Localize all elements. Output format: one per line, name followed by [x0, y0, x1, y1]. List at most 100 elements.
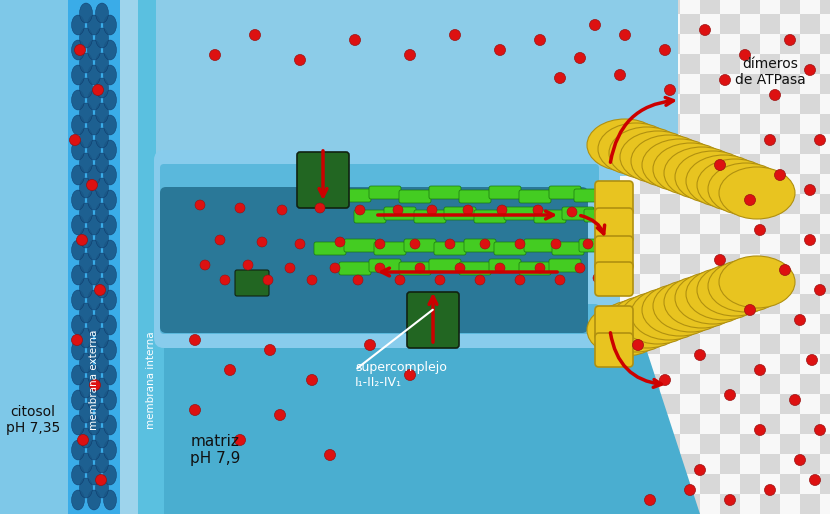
Bar: [300, 434, 320, 454]
Bar: [200, 314, 220, 334]
Bar: [120, 494, 140, 514]
FancyBboxPatch shape: [595, 262, 633, 296]
Bar: [760, 0, 780, 14]
Bar: [640, 494, 660, 514]
Bar: [700, 194, 720, 214]
Bar: [20, 54, 40, 74]
Bar: [60, 394, 80, 414]
Bar: [780, 214, 800, 234]
Bar: [60, 314, 80, 334]
Circle shape: [784, 34, 795, 46]
Bar: [240, 454, 260, 474]
Bar: [580, 294, 600, 314]
Bar: [480, 474, 500, 494]
Bar: [340, 374, 360, 394]
Bar: [700, 154, 720, 174]
Circle shape: [71, 335, 82, 345]
Bar: [440, 194, 460, 214]
Bar: [780, 314, 800, 334]
Bar: [580, 114, 600, 134]
Bar: [20, 214, 40, 234]
Bar: [180, 194, 200, 214]
Bar: [700, 254, 720, 274]
Bar: [480, 14, 500, 34]
Bar: [160, 254, 180, 274]
Bar: [180, 174, 200, 194]
Circle shape: [554, 72, 565, 83]
Bar: [800, 14, 820, 34]
Bar: [660, 274, 680, 294]
Bar: [40, 454, 60, 474]
Bar: [120, 154, 140, 174]
Bar: [680, 414, 700, 434]
Bar: [260, 194, 280, 214]
Bar: [700, 414, 720, 434]
Bar: [40, 14, 60, 34]
Bar: [660, 374, 680, 394]
Bar: [440, 274, 460, 294]
Bar: [420, 74, 440, 94]
Circle shape: [393, 205, 403, 215]
Bar: [280, 414, 300, 434]
Bar: [100, 414, 120, 434]
Bar: [520, 254, 540, 274]
Bar: [780, 274, 800, 294]
Bar: [820, 454, 830, 474]
Bar: [480, 274, 500, 294]
Bar: [20, 14, 40, 34]
Ellipse shape: [620, 292, 696, 344]
Bar: [100, 54, 120, 74]
Bar: [560, 154, 580, 174]
Bar: [240, 354, 260, 374]
Bar: [40, 374, 60, 394]
Bar: [540, 214, 560, 234]
Bar: [100, 14, 120, 34]
Bar: [300, 0, 320, 14]
Bar: [440, 34, 460, 54]
Bar: [700, 0, 720, 14]
Ellipse shape: [71, 365, 85, 385]
Ellipse shape: [642, 139, 718, 191]
Bar: [340, 194, 360, 214]
Bar: [540, 294, 560, 314]
Bar: [680, 374, 700, 394]
Bar: [640, 134, 660, 154]
Bar: [420, 54, 440, 74]
Bar: [300, 354, 320, 374]
Bar: [820, 0, 830, 14]
Bar: [160, 494, 180, 514]
Bar: [0, 294, 20, 314]
Bar: [400, 214, 420, 234]
Bar: [360, 134, 380, 154]
Circle shape: [794, 315, 805, 325]
Bar: [700, 34, 720, 54]
Bar: [160, 414, 180, 434]
Bar: [100, 214, 120, 234]
Bar: [220, 434, 240, 454]
Bar: [800, 234, 820, 254]
Bar: [360, 334, 380, 354]
Bar: [300, 274, 320, 294]
Bar: [200, 94, 220, 114]
Bar: [360, 454, 380, 474]
Bar: [500, 154, 520, 174]
Ellipse shape: [95, 153, 109, 173]
Bar: [640, 194, 660, 214]
Bar: [480, 394, 500, 414]
Bar: [200, 154, 220, 174]
Bar: [720, 154, 740, 174]
Bar: [680, 314, 700, 334]
Bar: [120, 34, 140, 54]
Bar: [440, 434, 460, 454]
Bar: [520, 0, 540, 14]
Bar: [340, 34, 360, 54]
Bar: [220, 194, 240, 214]
Bar: [280, 74, 300, 94]
Bar: [420, 294, 440, 314]
Bar: [580, 154, 600, 174]
Bar: [0, 0, 20, 14]
Circle shape: [325, 450, 335, 461]
Bar: [600, 214, 620, 234]
Bar: [420, 254, 440, 274]
Bar: [280, 54, 300, 74]
